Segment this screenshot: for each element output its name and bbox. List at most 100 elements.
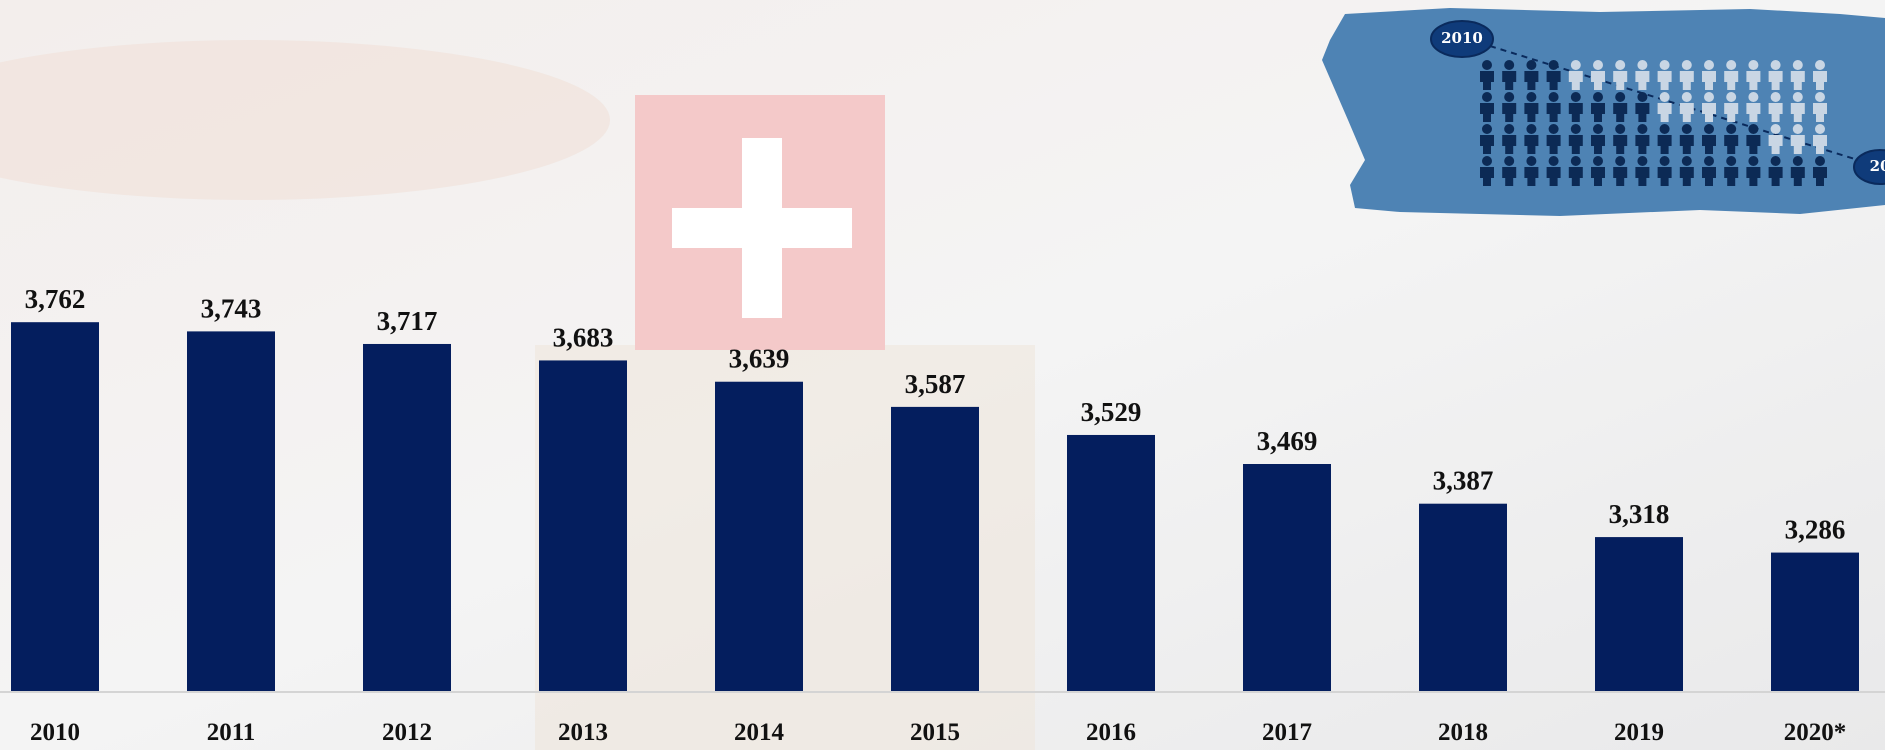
x-tick-label: 2010 [30, 719, 80, 746]
person-head [1593, 156, 1603, 166]
map-start-label: 2010 [1441, 29, 1483, 47]
person-head [1615, 60, 1625, 70]
person-head [1637, 60, 1647, 70]
person-head [1748, 124, 1758, 134]
bar [11, 322, 99, 691]
x-tick-label: 2019 [1614, 719, 1664, 746]
person-head [1615, 124, 1625, 134]
person-head [1682, 124, 1692, 134]
person-head [1549, 92, 1559, 102]
person-head [1793, 156, 1803, 166]
bar [1595, 537, 1683, 691]
person-head [1771, 124, 1781, 134]
x-tick-label: 2015 [910, 719, 960, 746]
value-label: 3,587 [905, 369, 966, 399]
value-label: 3,743 [201, 293, 262, 323]
chart: 2010 20 3,762 2010 3,743 2011 3,717 2012 3,683… [0, 0, 1885, 750]
person-head [1771, 92, 1781, 102]
person-head [1815, 92, 1825, 102]
person-head [1815, 124, 1825, 134]
person-head [1704, 92, 1714, 102]
person-head [1726, 124, 1736, 134]
person-head [1549, 156, 1559, 166]
person-head [1526, 124, 1536, 134]
person-head [1482, 156, 1492, 166]
value-label: 3,286 [1785, 515, 1846, 545]
person-head [1793, 60, 1803, 70]
person-head [1504, 92, 1514, 102]
person-head [1571, 92, 1581, 102]
person-head [1504, 124, 1514, 134]
x-tick-label: 2011 [207, 719, 256, 746]
person-head [1748, 156, 1758, 166]
x-tick-label: 2020* [1784, 719, 1847, 746]
person-head [1637, 124, 1647, 134]
person-head [1482, 92, 1492, 102]
person-head [1815, 156, 1825, 166]
x-tick-label: 2014 [734, 719, 785, 746]
person-head [1771, 156, 1781, 166]
person-head [1682, 60, 1692, 70]
map-end-label: 20 [1870, 157, 1885, 175]
person-head [1815, 60, 1825, 70]
cross-v [742, 138, 782, 318]
x-tick-label: 2016 [1086, 719, 1136, 746]
person-head [1526, 156, 1536, 166]
value-label: 3,387 [1433, 466, 1494, 496]
value-label: 3,529 [1081, 397, 1142, 427]
person-head [1704, 60, 1714, 70]
person-head [1482, 60, 1492, 70]
person-head [1660, 60, 1670, 70]
person-head [1660, 92, 1670, 102]
person-head [1549, 60, 1559, 70]
person-head [1637, 156, 1647, 166]
person-head [1615, 92, 1625, 102]
person-head [1682, 156, 1692, 166]
person-head [1748, 92, 1758, 102]
person-head [1704, 156, 1714, 166]
person-head [1726, 60, 1736, 70]
person-head [1571, 60, 1581, 70]
person-head [1793, 124, 1803, 134]
value-label: 3,318 [1609, 499, 1670, 529]
person-head [1793, 92, 1803, 102]
person-head [1571, 124, 1581, 134]
person-head [1615, 156, 1625, 166]
x-tick-label: 2012 [382, 719, 432, 746]
bar [1067, 435, 1155, 691]
person-head [1571, 156, 1581, 166]
person-head [1748, 60, 1758, 70]
person-head [1771, 60, 1781, 70]
person-head [1526, 60, 1536, 70]
bar [539, 360, 627, 691]
bar [363, 344, 451, 691]
person-head [1549, 124, 1559, 134]
value-label: 3,469 [1257, 426, 1318, 456]
value-label: 3,639 [729, 344, 790, 374]
person-head [1660, 156, 1670, 166]
x-tick-label: 2013 [558, 719, 608, 746]
person-head [1682, 92, 1692, 102]
person-head [1504, 60, 1514, 70]
person-head [1593, 60, 1603, 70]
person-head [1726, 92, 1736, 102]
bar [187, 331, 275, 691]
x-tick-label: 2018 [1438, 719, 1488, 746]
person-head [1726, 156, 1736, 166]
bar [1771, 553, 1859, 691]
bar [1243, 464, 1331, 691]
person-head [1526, 92, 1536, 102]
value-label: 3,717 [377, 306, 438, 336]
person-head [1482, 124, 1492, 134]
x-tick-label: 2017 [1262, 719, 1312, 746]
bar [891, 407, 979, 691]
value-label: 3,762 [25, 284, 86, 314]
person-head [1660, 124, 1670, 134]
person-head [1593, 92, 1603, 102]
person-head [1593, 124, 1603, 134]
value-label: 3,683 [553, 322, 614, 352]
person-head [1704, 124, 1714, 134]
bar [715, 382, 803, 691]
person-head [1637, 92, 1647, 102]
bar [1419, 504, 1507, 691]
